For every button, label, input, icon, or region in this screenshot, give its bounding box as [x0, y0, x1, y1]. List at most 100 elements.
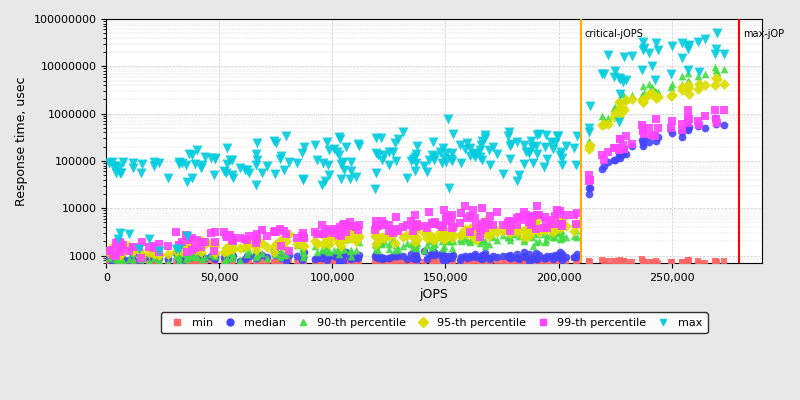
Point — [436, 224, 449, 231]
Point — [583, 146, 596, 152]
Point — [483, 241, 496, 247]
Point — [666, 259, 678, 265]
Point — [241, 237, 254, 243]
Point — [676, 258, 689, 265]
Point — [583, 142, 596, 149]
Point — [386, 149, 399, 155]
Point — [142, 250, 155, 256]
Point — [376, 240, 389, 246]
Point — [526, 144, 538, 150]
Point — [421, 235, 434, 241]
Point — [250, 246, 262, 253]
Point — [114, 259, 127, 265]
Point — [429, 218, 442, 225]
Point — [382, 161, 395, 168]
Point — [274, 254, 286, 260]
Point — [546, 220, 559, 227]
Point — [309, 237, 322, 244]
Point — [135, 253, 148, 260]
Point — [270, 259, 282, 266]
Point — [250, 257, 262, 264]
Point — [442, 254, 455, 261]
Point — [637, 140, 650, 146]
Point — [434, 222, 446, 228]
Point — [609, 145, 622, 152]
Point — [207, 248, 220, 254]
Point — [343, 254, 356, 260]
Point — [309, 142, 322, 148]
Point — [518, 209, 530, 216]
Point — [442, 214, 455, 220]
Point — [147, 259, 160, 265]
Point — [510, 138, 523, 145]
Point — [195, 254, 208, 260]
Point — [353, 232, 366, 239]
Point — [693, 122, 706, 128]
Point — [613, 103, 626, 109]
Point — [429, 241, 442, 247]
Point — [551, 211, 564, 218]
Point — [464, 238, 477, 244]
Point — [490, 254, 503, 260]
Point — [718, 66, 730, 72]
Point — [464, 227, 477, 234]
Point — [609, 68, 622, 75]
Point — [682, 78, 695, 85]
Point — [389, 246, 402, 253]
Point — [539, 256, 552, 263]
Point — [618, 258, 630, 264]
Point — [478, 218, 491, 225]
Point — [195, 162, 208, 168]
Point — [476, 236, 489, 242]
Point — [637, 126, 650, 132]
Point — [148, 245, 161, 251]
Point — [476, 221, 489, 227]
Point — [446, 236, 458, 243]
Point — [483, 256, 496, 262]
Point — [637, 99, 650, 106]
Point — [278, 252, 290, 258]
Point — [186, 245, 198, 251]
Point — [116, 256, 129, 262]
Point — [147, 243, 160, 250]
Point — [556, 222, 569, 229]
Point — [221, 248, 234, 255]
Point — [404, 241, 417, 248]
Point — [426, 252, 438, 258]
Point — [369, 245, 382, 252]
Point — [638, 90, 650, 96]
Point — [642, 81, 655, 88]
Point — [182, 151, 195, 157]
Point — [112, 254, 125, 260]
Point — [250, 162, 262, 168]
Point — [335, 246, 348, 252]
Point — [386, 230, 399, 237]
Point — [682, 258, 694, 264]
Point — [608, 258, 621, 264]
Point — [290, 259, 303, 266]
Point — [461, 140, 474, 146]
Point — [218, 229, 230, 236]
Point — [406, 228, 419, 234]
Point — [410, 244, 422, 251]
Point — [106, 246, 119, 253]
Point — [693, 122, 706, 128]
Point — [397, 259, 410, 266]
Point — [309, 258, 322, 264]
Point — [322, 162, 335, 168]
Point — [153, 257, 166, 264]
Point — [504, 228, 517, 234]
Point — [162, 256, 174, 262]
Point — [429, 258, 442, 265]
Point — [533, 229, 546, 235]
Point — [442, 235, 455, 242]
Point — [114, 239, 126, 245]
Point — [638, 135, 650, 142]
Point — [530, 143, 542, 150]
Point — [181, 251, 194, 257]
Point — [116, 258, 129, 264]
Point — [173, 246, 186, 252]
Point — [322, 248, 335, 254]
Point — [114, 256, 126, 262]
Point — [551, 256, 564, 263]
